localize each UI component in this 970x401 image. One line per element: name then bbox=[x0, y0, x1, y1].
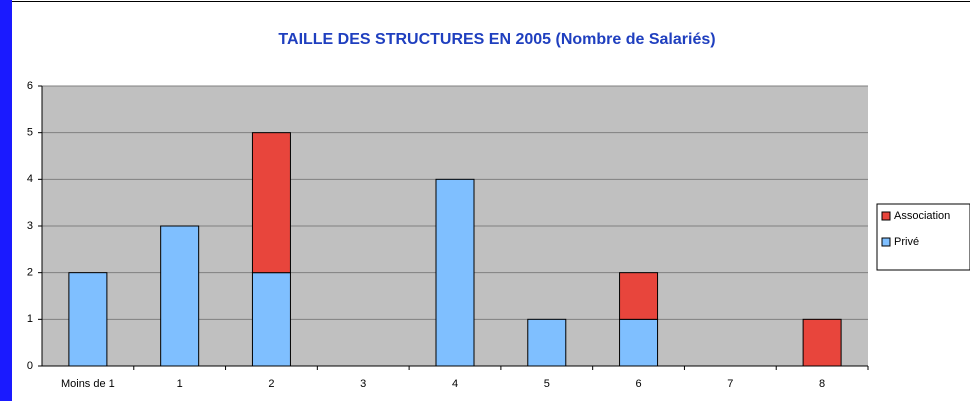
bar-segment bbox=[802, 318, 842, 367]
x-tick-label: 5 bbox=[544, 378, 550, 390]
y-tick-label: 0 bbox=[27, 360, 33, 372]
y-tick-label: 5 bbox=[27, 127, 33, 139]
legend-box bbox=[876, 203, 970, 271]
x-tick-label: 2 bbox=[268, 378, 274, 390]
bar-segment bbox=[251, 272, 291, 367]
y-tick-label: 4 bbox=[27, 173, 33, 185]
x-tick-label: 4 bbox=[452, 378, 458, 390]
bar-segment bbox=[435, 178, 475, 367]
legend-label: Association bbox=[894, 210, 950, 222]
bar-segment bbox=[619, 318, 659, 367]
x-tick-label: Moins de 1 bbox=[61, 378, 115, 390]
y-tick-label: 6 bbox=[27, 80, 33, 92]
legend-label: Privé bbox=[894, 236, 919, 248]
x-tick-label: 3 bbox=[360, 378, 366, 390]
x-tick-label: 8 bbox=[819, 378, 825, 390]
bar-segment bbox=[527, 318, 567, 367]
bar-segment bbox=[68, 272, 108, 367]
side-strip bbox=[0, 0, 12, 401]
legend-swatch bbox=[881, 237, 891, 247]
legend-swatch bbox=[881, 211, 891, 221]
chart-title: TAILLE DES STRUCTURES EN 2005 (Nombre de… bbox=[278, 31, 715, 48]
x-tick-label: 1 bbox=[177, 378, 183, 390]
x-tick-label: 7 bbox=[727, 378, 733, 390]
x-tick-label: 6 bbox=[635, 378, 641, 390]
bar-segment bbox=[619, 272, 659, 320]
y-tick-label: 1 bbox=[27, 313, 33, 325]
bar-segment bbox=[251, 132, 291, 274]
y-tick-label: 3 bbox=[27, 220, 33, 232]
bar-segment bbox=[160, 225, 200, 367]
y-tick-label: 2 bbox=[27, 267, 33, 279]
